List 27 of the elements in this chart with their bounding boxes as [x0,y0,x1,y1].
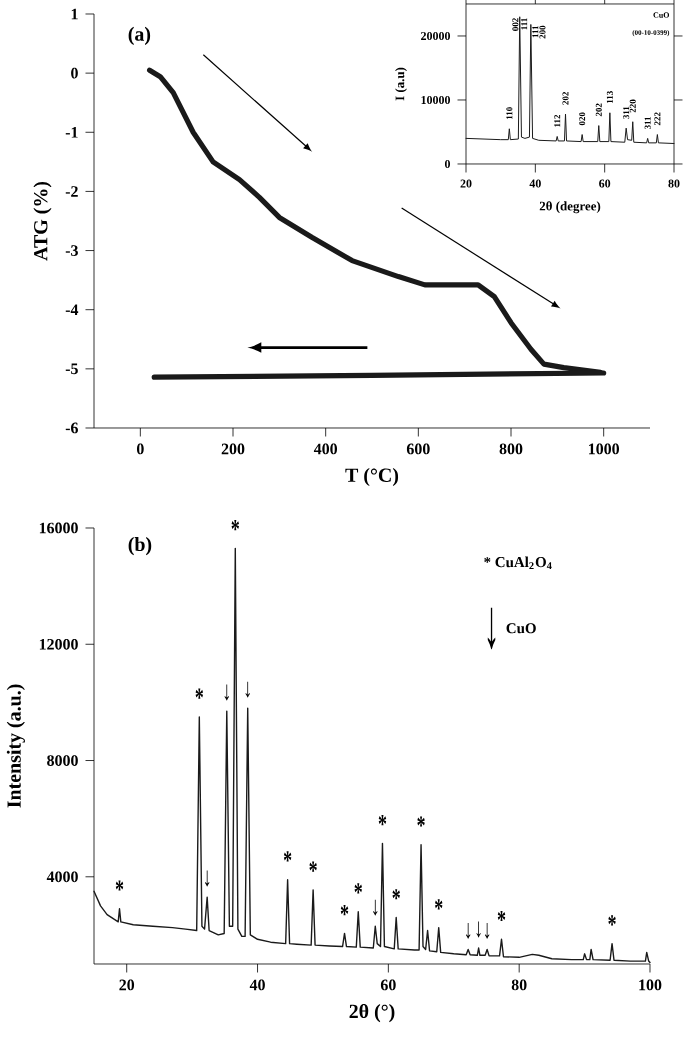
annotation: ↓ [224,684,229,701]
annotation: * [608,915,616,926]
annotation: ↓ [373,899,378,916]
annotation: ↓ [485,922,490,939]
y-axis-title: Intensity (a.u.) [6,684,25,808]
annotation: ↓ [476,921,481,938]
annotation: * [354,883,362,894]
annotation: * [231,519,240,531]
annotation: * [434,899,443,910]
x-axis-title: T (°C) [345,467,399,487]
y-axis-title: ATG (%) [33,181,52,261]
annotation: * [392,889,400,900]
annotation: ↓ [487,607,496,650]
annotation: * [195,688,204,699]
annotation: * [283,851,292,862]
x-axis-title: 2θ (°) [349,1003,395,1023]
annotation: ↓ [205,870,210,887]
annotation: * [378,815,387,826]
annotation: * [497,910,506,922]
annotation: * [309,861,317,872]
annotation: * [417,816,425,827]
annotation: ↓ [466,922,471,939]
annotation: (a) [128,26,151,45]
annotation: * [115,880,124,891]
annotation: (b) [128,537,152,556]
annotation: * [340,905,349,916]
annotation: ↓ [245,681,250,698]
